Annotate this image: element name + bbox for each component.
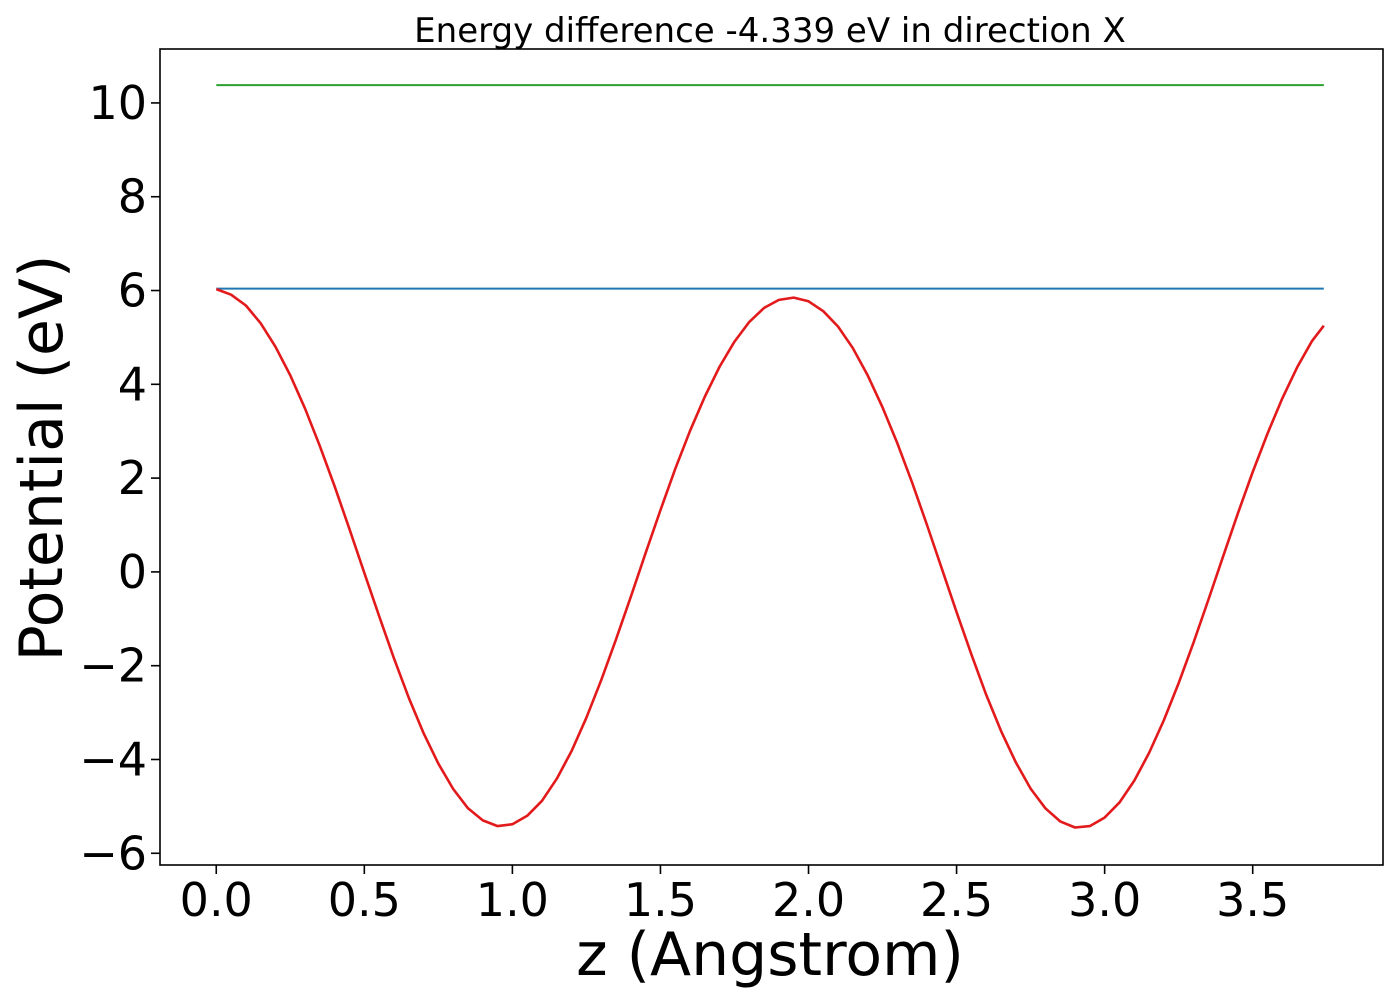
x-tick-label: 1.5 <box>624 873 697 927</box>
y-tick-label: 10 <box>88 76 147 130</box>
x-axis: 0.0 0.5 1.0 1.5 2.0 2.5 3.0 3.5 <box>180 865 1289 927</box>
y-tick-label: 8 <box>118 170 147 224</box>
y-tick-label: −4 <box>79 732 147 786</box>
chart-title: Energy difference -4.339 eV in direction… <box>414 11 1126 51</box>
x-tick-label: 0.5 <box>328 873 401 927</box>
x-tick-label: 2.0 <box>772 873 845 927</box>
y-axis: −6 −4 −2 0 2 4 6 8 10 <box>79 76 160 880</box>
y-tick-label: −6 <box>79 826 147 880</box>
x-tick-label: 2.5 <box>920 873 993 927</box>
x-tick-label: 0.0 <box>180 873 253 927</box>
x-tick-label: 3.0 <box>1068 873 1141 927</box>
y-axis-label: Potential (eV) <box>7 255 77 662</box>
series-line-2 <box>215 287 1325 829</box>
x-tick-label: 3.5 <box>1216 873 1289 927</box>
y-tick-label: 0 <box>118 545 147 599</box>
y-tick-label: 4 <box>118 357 147 411</box>
y-tick-label: 6 <box>118 264 147 318</box>
y-tick-label: 2 <box>118 451 147 505</box>
x-tick-label: 1.0 <box>476 873 549 927</box>
plot-area <box>215 84 1325 829</box>
y-tick-label: −2 <box>79 639 147 693</box>
x-axis-label: z (Angstrom) <box>576 920 964 990</box>
axes-frame <box>159 48 1384 866</box>
